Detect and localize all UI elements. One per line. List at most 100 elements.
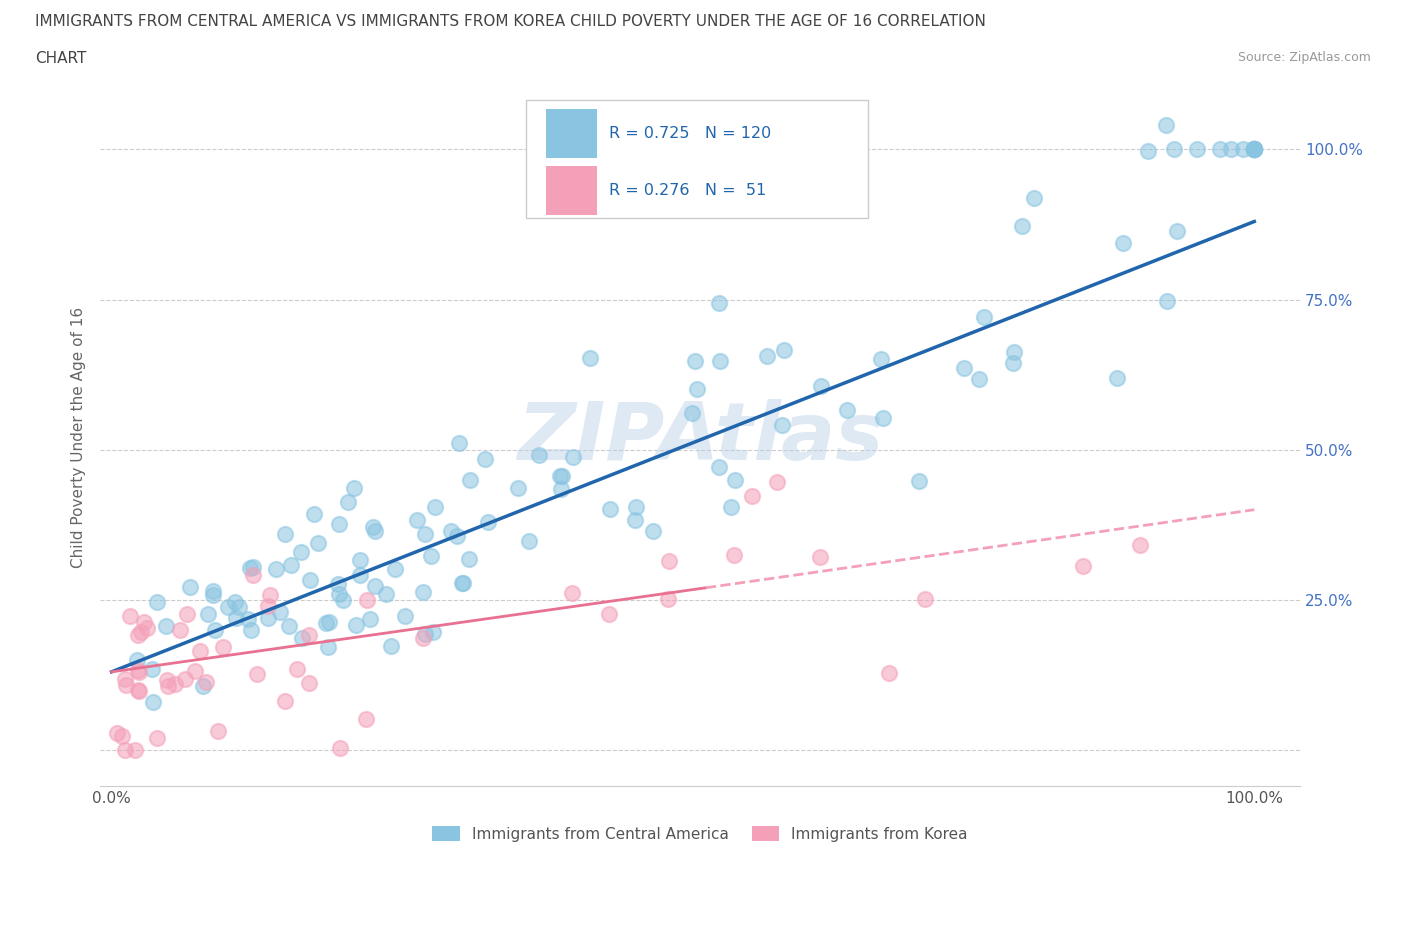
Point [349,567,371,582]
Point [877,666,900,681]
Text: IMMIGRANTS FROM CENTRAL AMERICA VS IMMIGRANTS FROM KOREA CHILD POVERTY UNDER THE: IMMIGRANTS FROM CENTRAL AMERICA VS IMMIG… [35,14,986,29]
Point [291,631,314,645]
Point [709,296,731,311]
Text: R = 0.276   N =  51: R = 0.276 N = 51 [609,183,766,198]
Point [129,624,152,639]
Point [835,403,858,418]
Point [1232,142,1254,157]
Point [256,611,278,626]
Point [415,526,437,541]
Point [354,711,377,726]
Point [1243,142,1265,157]
Point [280,558,302,573]
Point [599,501,621,516]
Point [720,499,742,514]
Point [517,534,540,549]
Point [128,684,150,699]
Point [246,666,269,681]
Point [641,524,664,538]
Point [242,560,264,575]
Point [810,379,832,393]
Point [269,604,291,619]
Point [142,695,165,710]
Point [197,607,219,622]
Point [1011,219,1033,233]
Point [225,611,247,626]
Point [307,536,329,551]
Point [685,381,707,396]
Legend: Immigrants from Central America, Immigrants from Korea: Immigrants from Central America, Immigra… [426,820,974,848]
Point [344,618,367,632]
Point [412,585,434,600]
Point [420,548,443,563]
Point [474,451,496,466]
Point [1112,236,1135,251]
Point [115,678,138,693]
Point [579,350,602,365]
Point [114,742,136,757]
Point [450,576,472,591]
Point [1243,142,1265,157]
Point [204,623,226,638]
Point [413,627,436,642]
Point [683,353,706,368]
Point [273,694,295,709]
Point [1071,559,1094,574]
Point [364,579,387,594]
Point [156,673,179,688]
Point [458,551,481,566]
Point [723,548,745,563]
Point [298,628,321,643]
Point [724,472,747,487]
Point [766,474,789,489]
Point [257,599,280,614]
Point [195,674,218,689]
Point [316,640,339,655]
Point [1243,142,1265,157]
Point [127,627,149,642]
Point [356,593,378,608]
Point [127,663,149,678]
Point [658,554,681,569]
Y-axis label: Child Poverty Under the Age of 16: Child Poverty Under the Age of 16 [72,307,86,568]
Point [163,676,186,691]
Point [174,671,197,686]
Point [914,591,936,606]
Point [770,418,793,432]
Point [394,609,416,624]
Text: CHART: CHART [35,51,87,66]
Point [1243,142,1265,157]
Point [1243,142,1265,157]
Point [343,480,366,495]
Point [132,615,155,630]
Point [328,516,350,531]
Point [136,620,159,635]
Point [1002,345,1025,360]
Point [550,482,572,497]
Point [332,592,354,607]
Point [561,585,583,600]
Point [259,588,281,603]
Point [236,612,259,627]
Point [169,623,191,638]
Text: ZIPAtlas: ZIPAtlas [517,399,883,477]
Point [808,550,831,565]
Point [224,594,246,609]
Point [872,411,894,426]
Point [447,435,470,450]
Text: Source: ZipAtlas.com: Source: ZipAtlas.com [1237,51,1371,64]
Point [179,579,201,594]
Point [184,664,207,679]
Point [1243,142,1265,157]
Point [125,653,148,668]
Point [755,349,778,364]
Point [337,495,360,510]
Point [349,553,371,568]
Point [297,676,319,691]
Point [285,661,308,676]
Point [709,354,731,369]
Point [118,608,141,623]
Point [1220,142,1243,157]
Point [114,671,136,686]
Point [551,469,574,484]
